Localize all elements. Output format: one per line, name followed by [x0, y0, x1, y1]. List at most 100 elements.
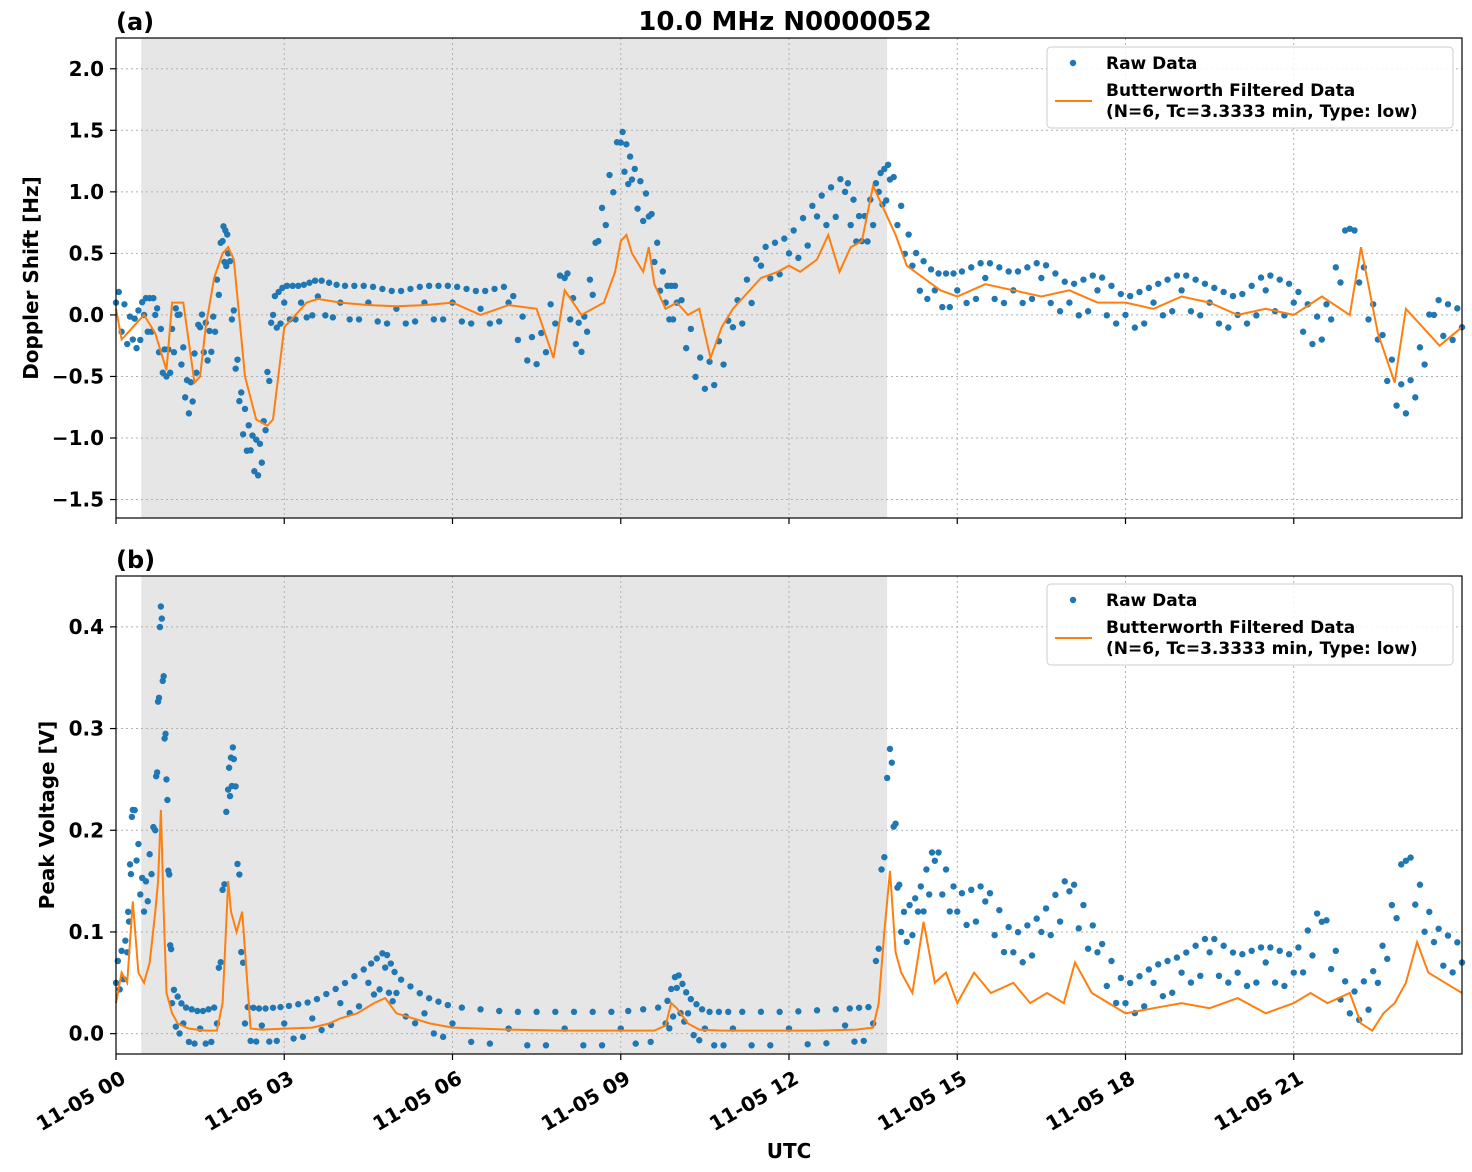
panel-b-raw-point [1285, 951, 1293, 958]
panel-b-raw-point [776, 1008, 783, 1016]
panel-b-raw-point [225, 764, 233, 771]
panel-b-raw-point [946, 908, 953, 915]
panel-a-raw-point [210, 313, 217, 320]
panel-a-raw-point [610, 189, 617, 196]
panel-a-raw-point [832, 213, 839, 221]
panel-b-raw-point [1028, 952, 1036, 959]
panel-b-raw-point [1155, 961, 1162, 968]
panel-a-raw-point [547, 301, 554, 308]
panel-b-raw-point [706, 1008, 713, 1016]
panel-a-raw-point [1229, 292, 1237, 300]
panel-b-raw-point [1140, 1003, 1148, 1010]
panel-a-raw-point [137, 336, 144, 344]
panel-b-raw-point [1066, 888, 1073, 895]
panel-b-raw-point [1295, 944, 1302, 951]
panel-b-raw-point [1449, 969, 1456, 976]
panel-b-raw-point [1052, 891, 1059, 899]
panel-b-raw-point [673, 984, 681, 992]
panel-b-filtered-line [115, 809, 1463, 1032]
panel-b-raw-point [160, 673, 167, 680]
panel-b-peak-voltage: (b) 0.00.10.20.30.4 11-05 00 11-05 03 11-0… [32, 546, 1466, 1136]
panel-a-raw-point [1024, 264, 1031, 271]
panel-b-raw-point [1098, 940, 1106, 948]
panel-a-raw-point [639, 217, 647, 225]
panel-b-raw-point [1215, 972, 1223, 980]
panel-b-xtick-label-3: 11-05 03 [200, 1066, 298, 1136]
panel-b-raw-point [1402, 857, 1410, 864]
panel-b-raw-point [1440, 962, 1447, 969]
panel-a-raw-point [234, 356, 241, 363]
panel-b-raw-point [514, 1008, 522, 1016]
panel-b-raw-point [467, 1038, 475, 1046]
panel-a-raw-point [1042, 262, 1050, 269]
panel-a-raw-point [1253, 312, 1260, 319]
panel-a-raw-point [884, 161, 892, 168]
panel-a-raw-point [589, 291, 596, 298]
panel-b-raw-point [654, 1004, 662, 1011]
panel-b-raw-point [1323, 917, 1330, 924]
panel-b-raw-point [664, 997, 671, 1005]
panel-a-raw-point [1318, 336, 1325, 343]
panel-a-raw-point [1084, 308, 1092, 315]
panel-b-raw-point [865, 1003, 872, 1011]
panel-a-raw-point [890, 173, 897, 181]
panel-a-raw-point [924, 295, 931, 303]
panel-a-raw-point [1407, 376, 1414, 384]
panel-a-raw-point [1005, 268, 1012, 275]
panel-a-raw-point [254, 472, 262, 479]
panel-a-raw-point [129, 336, 137, 343]
panel-b-raw-point [174, 993, 181, 1000]
panel-b-xtick-label-9: 11-05 09 [537, 1066, 635, 1136]
panel-b-raw-point [795, 1008, 802, 1015]
panel-a-raw-point [762, 243, 769, 251]
panel-b-raw-point [982, 898, 989, 905]
panel-b-raw-point [897, 928, 905, 936]
panel-b-label: (b) [116, 546, 155, 574]
panel-a-raw-point [273, 324, 280, 331]
panel-a-raw-point [374, 318, 381, 325]
panel-a-raw-point [215, 291, 223, 298]
panel-a-raw-point [628, 176, 636, 183]
panel-b-raw-point [589, 1008, 596, 1016]
panel-b-raw-point [1388, 901, 1396, 909]
panel-a-raw-point [383, 320, 391, 327]
panel-a-raw-point [595, 237, 602, 245]
panel-a-raw-point [172, 305, 180, 312]
panel-b-raw-point [896, 881, 903, 888]
panel-a-raw-point [1444, 301, 1452, 308]
panel-a-raw-point [909, 262, 916, 269]
panel-b-ytick-label-0: 0.0 [69, 1022, 104, 1046]
panel-b-xtick-label-0: 11-05 00 [32, 1066, 130, 1136]
panel-b-raw-point [217, 959, 224, 966]
panel-b-raw-point [1267, 944, 1274, 951]
panel-b-raw-point [1197, 972, 1204, 980]
panel-b-raw-point [393, 989, 400, 997]
panel-a-raw-point [619, 128, 626, 136]
panel-b-raw-point [290, 1035, 297, 1042]
panel-a-raw-point [198, 311, 206, 318]
panel-b-raw-point [496, 1007, 503, 1015]
panel-a-raw-point [524, 357, 531, 364]
panel-b-raw-point [332, 985, 339, 993]
panel-a-raw-point [864, 238, 871, 245]
panel-a-raw-point [1313, 313, 1321, 320]
panel-a-raw-point [333, 281, 340, 288]
panel-a-raw-point [823, 221, 830, 229]
panel-a-raw-point [519, 313, 526, 320]
panel-b-raw-point [1122, 999, 1129, 1007]
panel-a-raw-point [1112, 320, 1120, 327]
panel-a-raw-point [950, 270, 957, 277]
panel-a-raw-point [153, 305, 161, 312]
panel-a-raw-point [1220, 288, 1227, 296]
panel-a-raw-point [1089, 272, 1096, 279]
panel-b-raw-point [1005, 923, 1012, 931]
panel-b-raw-point [1178, 969, 1185, 976]
panel-b-raw-point [881, 853, 888, 861]
panel-b-raw-point [416, 989, 423, 997]
panel-b-raw-point [935, 849, 942, 856]
panel-a-raw-point [311, 277, 319, 284]
panel-a-raw-point [1028, 295, 1036, 303]
panel-a-raw-point [213, 276, 221, 283]
panel-b-raw-point [886, 745, 894, 753]
panel-b-raw-point [1192, 942, 1199, 949]
